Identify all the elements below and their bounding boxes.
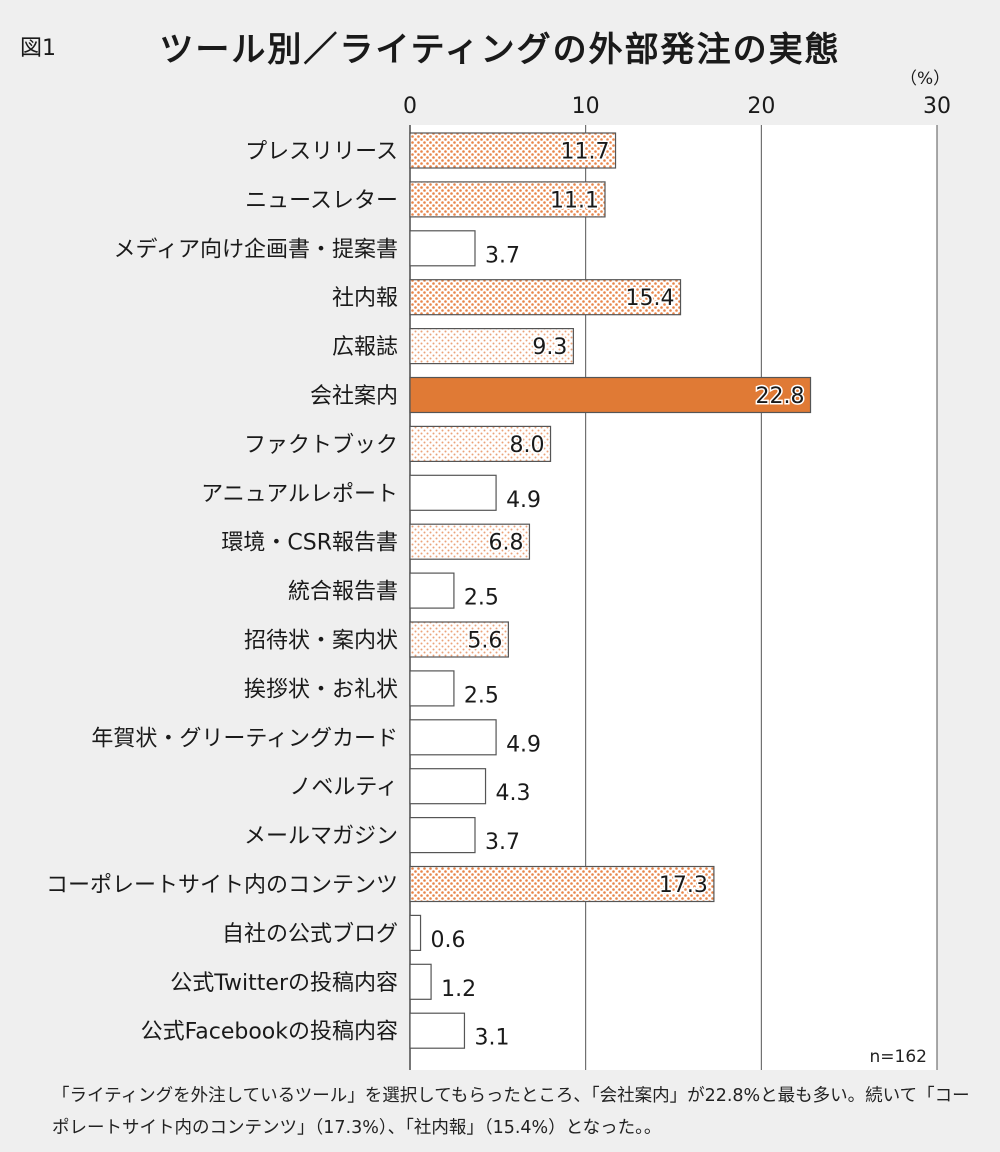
value-label: 11.1: [550, 188, 599, 213]
bar: [409, 621, 509, 658]
value-label: 15.4: [626, 286, 675, 311]
bar-layer: プレスリリース 11.7 ニュースレター 11.1 メディア向け企画書・提案書 3.7 社内…: [46, 132, 812, 1051]
bar: [409, 523, 531, 560]
sample-size-label: n=162: [870, 1047, 927, 1067]
bar-chart: 0 10 20 30 プレスリリース 11.7 ニュースレター 11.1 メディア向け企画書・…: [46, 94, 951, 1070]
bar: [409, 768, 487, 805]
value-label: 3.1: [474, 1026, 509, 1051]
value-label: 17.3: [659, 873, 708, 898]
category-label: ファクトブック: [244, 433, 398, 458]
value-label: 5.6: [467, 629, 502, 654]
category-label: メディア向け企画書・提案書: [114, 237, 398, 262]
bar: [409, 181, 606, 218]
value-label: 8.0: [510, 433, 545, 458]
category-label: 会社案内: [310, 384, 398, 409]
chart-title: ツール別／ライティングの外部発注の実態: [159, 30, 841, 70]
category-label: コーポレートサイト内のコンテンツ: [46, 873, 398, 898]
bar: [409, 865, 715, 903]
bar: [409, 572, 455, 609]
value-label: 11.7: [561, 140, 610, 165]
category-label: プレスリリース: [245, 140, 398, 165]
value-label: 22.8: [756, 384, 805, 409]
category-label: 公式Facebookの投稿内容: [141, 1020, 398, 1045]
figure-label: 図1: [20, 36, 56, 61]
x-tick-label: 20: [747, 94, 775, 119]
category-label: ノベルティ: [289, 775, 398, 800]
value-label: 2.5: [464, 586, 499, 611]
value-label: 3.7: [485, 243, 520, 268]
bar: [409, 816, 476, 854]
category-label: 招待状・案内状: [244, 629, 398, 654]
x-tick-label: 10: [572, 94, 600, 119]
category-label: 公式Twitterの投稿内容: [170, 971, 398, 996]
bar: [409, 719, 497, 756]
category-label: 社内報: [332, 286, 398, 311]
value-label: 4.9: [506, 488, 541, 513]
value-label: 9.3: [532, 335, 567, 360]
value-label: 4.9: [506, 732, 541, 757]
bar: [409, 328, 574, 365]
value-label: 3.7: [485, 830, 520, 855]
bar: [409, 279, 682, 316]
bar: [409, 1012, 466, 1049]
category-label: アニュアルレポート: [201, 482, 398, 507]
category-label: ニュースレター: [245, 188, 398, 213]
footnote: 「ライティングを外注しているツール」を選択してもらったところ、「会社案内」が22…: [52, 1086, 970, 1138]
bar: [409, 132, 617, 169]
unit-label: （%）: [900, 69, 951, 89]
value-label: 2.5: [464, 683, 499, 708]
category-label: 自社の公式ブログ: [222, 922, 398, 947]
bar: [409, 230, 476, 267]
value-label: 0.6: [431, 928, 466, 953]
value-label: 6.8: [488, 531, 523, 556]
bar: [409, 376, 812, 414]
bar: [409, 963, 432, 1000]
bar: [409, 425, 552, 462]
category-label: 広報誌: [332, 335, 398, 360]
category-label: 年賀状・グリーティングカード: [91, 726, 398, 751]
tick-layer: 0 10 20 30: [403, 94, 951, 119]
category-label: メールマガジン: [244, 824, 398, 849]
category-label: 環境・CSR報告書: [221, 531, 398, 556]
category-label: 統合報告書: [288, 580, 398, 605]
x-tick-label: 0: [403, 94, 417, 119]
bar: [409, 914, 422, 952]
category-label: 挨拶状・お礼状: [244, 677, 398, 702]
x-tick-label: 30: [923, 94, 951, 119]
value-label: 4.3: [496, 781, 531, 806]
value-label: 1.2: [441, 977, 476, 1002]
bar: [409, 670, 455, 707]
bar: [409, 474, 497, 511]
